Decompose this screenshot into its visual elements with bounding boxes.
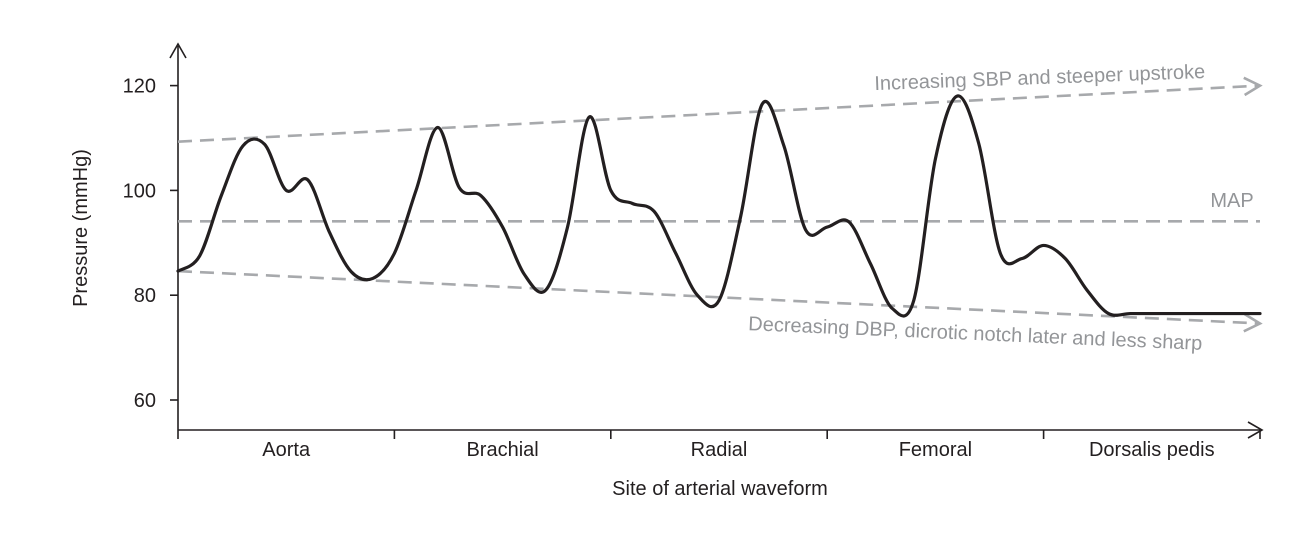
x-tick-label-radial: Radial [691,439,748,461]
trend-lines [177,76,1263,333]
waveform-group [176,94,1262,318]
dbp-annotation: Decreasing DBP, dicrotic notch later and… [748,313,1203,355]
x-tick-label-dorsalis-pedis: Dorsalis pedis [1089,439,1215,461]
y-axis-title: Pressure (mmHg) [70,149,92,307]
x-axis-arrow [1247,421,1264,439]
y-tick-label-120: 120 [123,76,156,98]
map-annotation: MAP [1210,190,1253,212]
axes [169,42,1264,439]
x-tick-label-brachial: Brachial [466,439,538,461]
y-tick-label-80: 80 [134,285,156,307]
arterial-waveform-line [176,94,1262,318]
sbp-trend-line-arrow [1243,76,1263,97]
dbp-trend-line-arrow [1243,313,1263,333]
y-ticks: 60 80 100 120 [123,76,178,412]
y-axis-arrow [169,42,187,59]
sbp-trend-line [177,84,1261,143]
x-axis-title: Site of arterial waveform [612,478,828,500]
y-tick-label-100: 100 [123,180,156,202]
x-tick-label-femoral: Femoral [899,439,972,461]
x-tick-label-aorta: Aorta [262,439,311,461]
y-tick-label-60: 60 [134,390,156,412]
x-ticks: Aorta Brachial Radial Femoral Dorsalis pedis [177,430,1261,461]
